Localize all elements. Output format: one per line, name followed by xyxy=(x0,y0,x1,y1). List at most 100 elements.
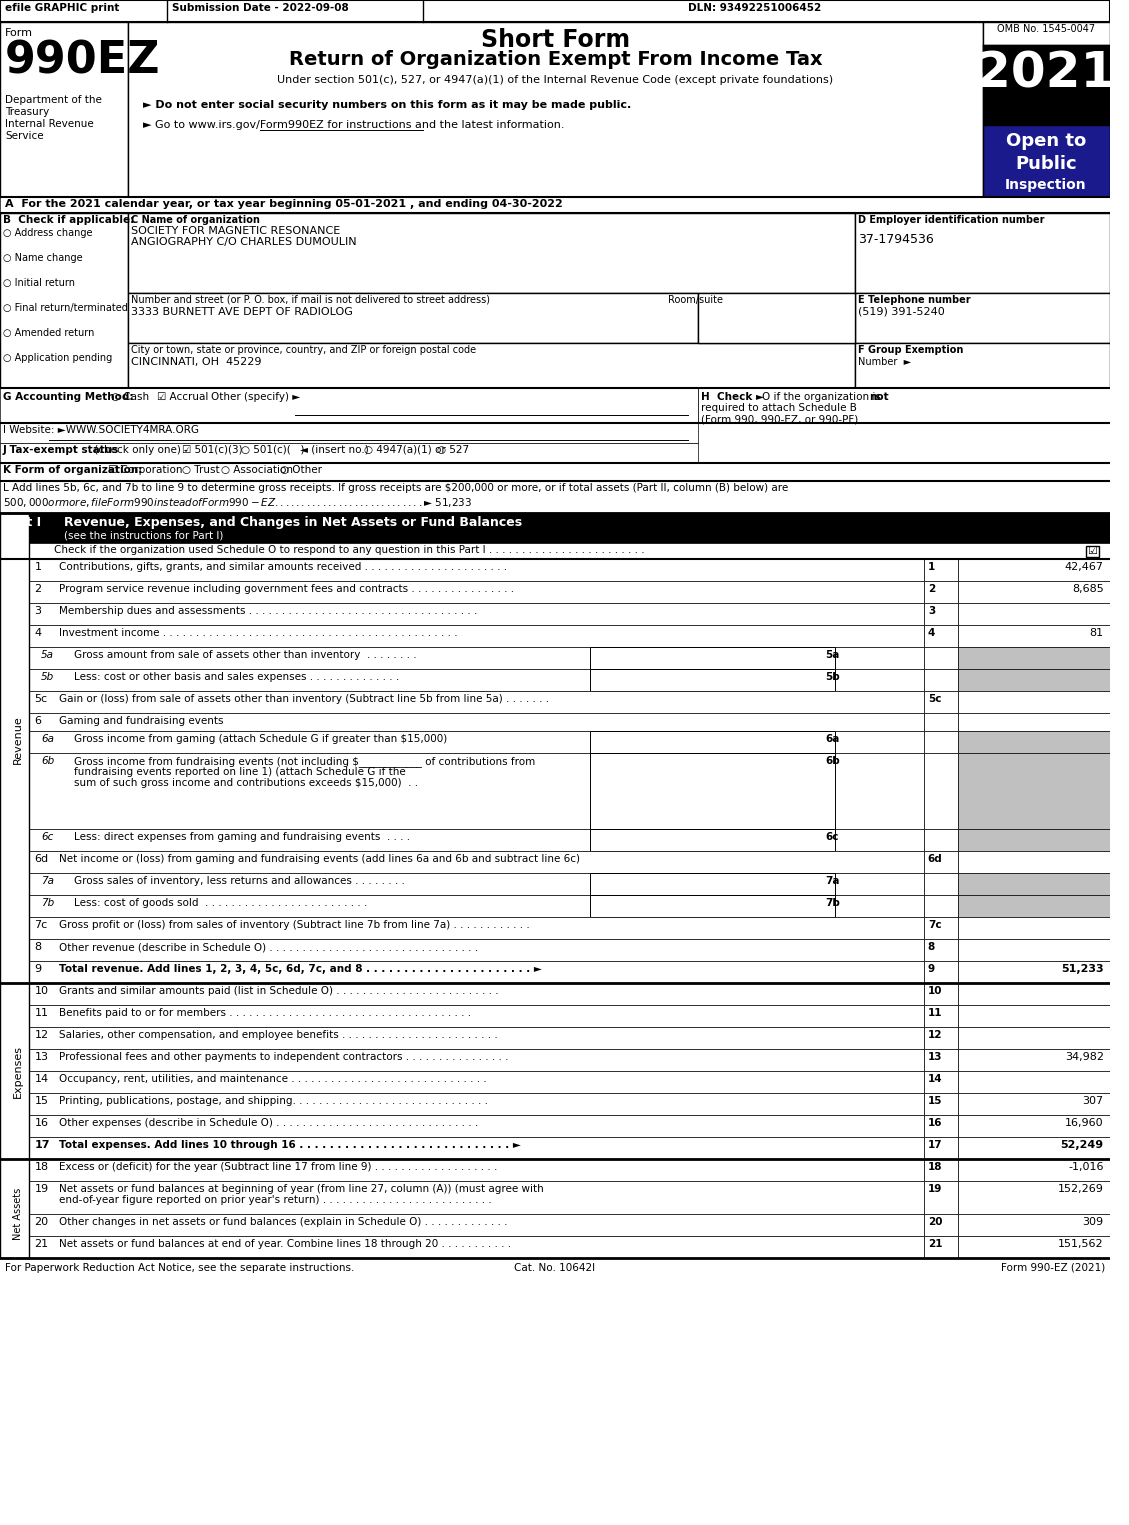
Text: 42,467: 42,467 xyxy=(1065,563,1104,572)
Bar xyxy=(0,0,1110,21)
Text: required to attach Schedule B: required to attach Schedule B xyxy=(701,403,857,413)
Bar xyxy=(924,851,959,872)
Text: Form: Form xyxy=(5,27,33,38)
Bar xyxy=(959,851,1110,872)
Bar xyxy=(0,422,698,442)
Text: ☑: ☑ xyxy=(1087,546,1097,557)
Text: Contributions, gifts, grants, and similar amounts received . . . . . . . . . . .: Contributions, gifts, grants, and simila… xyxy=(59,563,507,572)
Text: Salaries, other compensation, and employee benefits . . . . . . . . . . . . . . : Salaries, other compensation, and employ… xyxy=(59,1029,498,1040)
Text: Return of Organization Exempt From Income Tax: Return of Organization Exempt From Incom… xyxy=(289,50,822,69)
Bar xyxy=(855,214,1110,293)
Text: 19: 19 xyxy=(34,1183,49,1194)
Text: ◄ (insert no.): ◄ (insert no.) xyxy=(300,445,368,454)
Bar xyxy=(959,730,1110,753)
Bar xyxy=(924,1049,959,1071)
Text: ► Go to www.irs.gov/Form990EZ for instructions and the latest information.: ► Go to www.irs.gov/Form990EZ for instru… xyxy=(142,120,564,130)
Text: D Employer identification number: D Employer identification number xyxy=(858,215,1044,226)
Bar xyxy=(959,1005,1110,1026)
Text: ○ Cash: ○ Cash xyxy=(111,392,149,403)
Bar xyxy=(0,543,1110,560)
Text: (see the instructions for Part I): (see the instructions for Part I) xyxy=(64,531,224,540)
Text: Number  ►: Number ► xyxy=(858,357,911,368)
Text: Number and street (or P. O. box, if mail is not delivered to street address): Number and street (or P. O. box, if mail… xyxy=(131,294,490,305)
Bar xyxy=(589,730,835,753)
Bar xyxy=(0,21,128,197)
Text: 21: 21 xyxy=(34,1238,49,1249)
Text: ○ Trust: ○ Trust xyxy=(182,465,219,474)
Bar xyxy=(128,293,698,343)
Bar xyxy=(128,214,855,293)
Bar xyxy=(29,1026,924,1049)
Bar xyxy=(29,961,924,984)
Bar xyxy=(29,647,924,669)
Bar xyxy=(924,895,959,917)
Text: ○ 4947(a)(1) or: ○ 4947(a)(1) or xyxy=(364,445,446,454)
Text: Other changes in net assets or fund balances (explain in Schedule O) . . . . . .: Other changes in net assets or fund bala… xyxy=(59,1217,507,1228)
Bar xyxy=(924,560,959,581)
Bar xyxy=(855,293,1110,343)
Bar xyxy=(29,581,924,602)
Text: DLN: 93492251006452: DLN: 93492251006452 xyxy=(688,3,821,14)
Bar xyxy=(924,961,959,984)
Text: 10: 10 xyxy=(928,987,943,996)
Text: 2: 2 xyxy=(34,584,42,595)
Text: 81: 81 xyxy=(1089,628,1104,637)
Bar xyxy=(924,1071,959,1093)
Text: Professional fees and other payments to independent contractors . . . . . . . . : Professional fees and other payments to … xyxy=(59,1052,508,1061)
Bar xyxy=(29,602,924,625)
Bar xyxy=(29,625,924,647)
Text: SOCIETY FOR MAGNETIC RESONANCE: SOCIETY FOR MAGNETIC RESONANCE xyxy=(131,226,340,236)
Bar xyxy=(29,669,924,691)
Text: Expenses: Expenses xyxy=(12,1045,23,1098)
Bar xyxy=(959,753,1110,830)
Text: 4: 4 xyxy=(34,628,42,637)
Text: O if the organization is: O if the organization is xyxy=(762,392,884,403)
Text: 52,249: 52,249 xyxy=(1060,1141,1104,1150)
Text: L Add lines 5b, 6c, and 7b to line 9 to determine gross receipts. If gross recei: L Add lines 5b, 6c, and 7b to line 9 to … xyxy=(3,483,788,493)
Text: 6c: 6c xyxy=(825,833,839,842)
Text: 16,960: 16,960 xyxy=(1065,1118,1104,1128)
Bar xyxy=(29,560,924,581)
Text: I Website: ►WWW.SOCIETY4MRA.ORG: I Website: ►WWW.SOCIETY4MRA.ORG xyxy=(3,425,199,435)
Text: Treasury: Treasury xyxy=(5,107,50,117)
Bar xyxy=(29,1159,924,1180)
Text: 51,233: 51,233 xyxy=(1061,964,1104,974)
Bar xyxy=(924,872,959,895)
Bar xyxy=(0,512,1110,543)
Bar xyxy=(959,961,1110,984)
Text: Less: direct expenses from gaming and fundraising events  . . . .: Less: direct expenses from gaming and fu… xyxy=(73,833,410,842)
Text: Open to: Open to xyxy=(1006,133,1086,149)
Text: OMB No. 1545-0047: OMB No. 1545-0047 xyxy=(997,24,1095,34)
Text: 3: 3 xyxy=(928,605,935,616)
Text: J Tax-exempt status: J Tax-exempt status xyxy=(3,445,120,454)
Text: 307: 307 xyxy=(1083,1096,1104,1106)
Bar xyxy=(959,1049,1110,1071)
Bar xyxy=(29,939,924,961)
Text: 5c: 5c xyxy=(34,694,47,705)
Bar xyxy=(589,830,835,851)
Bar xyxy=(29,753,924,830)
Text: 6b: 6b xyxy=(825,756,840,766)
Text: 15: 15 xyxy=(928,1096,943,1106)
Bar xyxy=(589,753,835,830)
Bar xyxy=(924,1235,959,1258)
Bar xyxy=(0,480,1110,512)
Text: Gross amount from sale of assets other than inventory  . . . . . . . .: Gross amount from sale of assets other t… xyxy=(73,650,417,660)
Bar xyxy=(0,464,1110,480)
Bar xyxy=(959,1159,1110,1180)
Text: Gross profit or (loss) from sales of inventory (Subtract line 7b from line 7a) .: Gross profit or (loss) from sales of inv… xyxy=(59,920,530,930)
Text: 16: 16 xyxy=(34,1118,49,1128)
Text: 6a: 6a xyxy=(825,734,840,744)
Bar xyxy=(959,984,1110,1005)
Text: 7c: 7c xyxy=(34,920,47,930)
Text: A  For the 2021 calendar year, or tax year beginning 05-01-2021 , and ending 04-: A For the 2021 calendar year, or tax yea… xyxy=(5,198,562,209)
Bar xyxy=(29,691,924,714)
Bar xyxy=(0,214,128,387)
Text: ○ Final return/terminated: ○ Final return/terminated xyxy=(3,303,128,313)
Text: 13: 13 xyxy=(928,1052,943,1061)
Bar xyxy=(924,917,959,939)
Text: ☑ Corporation: ☑ Corporation xyxy=(108,465,183,474)
Text: 9: 9 xyxy=(34,964,42,974)
Bar xyxy=(924,939,959,961)
Text: efile GRAPHIC print: efile GRAPHIC print xyxy=(5,3,120,14)
